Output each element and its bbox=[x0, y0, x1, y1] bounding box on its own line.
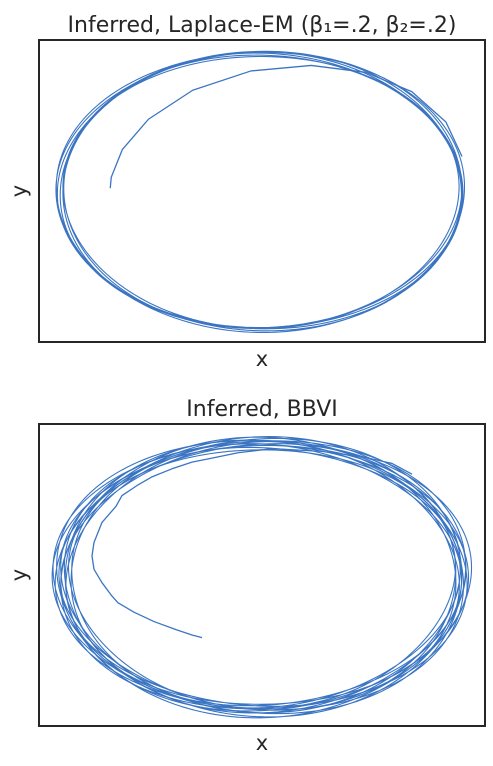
x-axis-label: x bbox=[256, 347, 268, 371]
limit-cycle-line bbox=[51, 436, 473, 719]
axes-frame bbox=[38, 423, 486, 727]
panel-laplace-em: Inferred, Laplace-EM (β₁=.2, β₂=.2) x y bbox=[7, 13, 486, 371]
chart-title: Inferred, Laplace-EM (β₁=.2, β₂=.2) bbox=[68, 13, 457, 38]
x-axis-label: x bbox=[256, 731, 268, 755]
trajectory-transient-line bbox=[91, 448, 413, 639]
limit-cycle-line bbox=[55, 50, 466, 334]
y-axis-label: y bbox=[7, 185, 31, 197]
chart-title: Inferred, BBVI bbox=[186, 397, 337, 422]
plot-area bbox=[51, 436, 473, 719]
trajectory-transient-line bbox=[109, 64, 463, 189]
plot-area bbox=[55, 50, 466, 334]
y-axis-label: y bbox=[7, 569, 31, 581]
panel-bbvi: Inferred, BBVI x y bbox=[7, 397, 486, 755]
axes-frame bbox=[38, 39, 486, 343]
